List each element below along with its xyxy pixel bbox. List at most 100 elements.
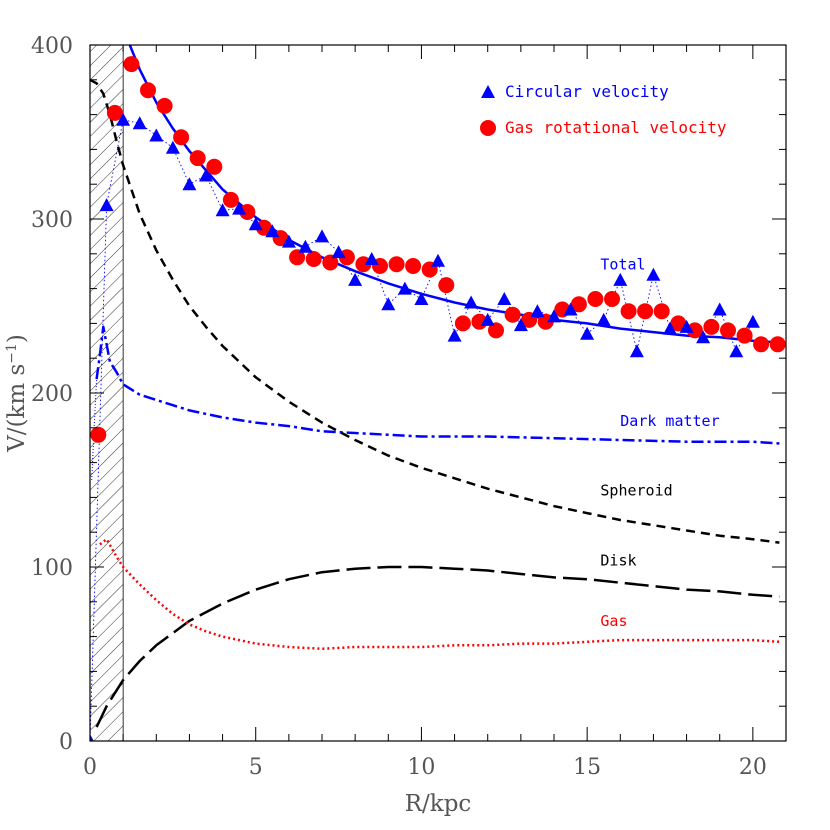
legend-triangle-marker xyxy=(481,85,495,98)
circular-velocity-point xyxy=(99,198,114,212)
x-tick-label: 20 xyxy=(739,755,767,780)
gas-velocity-point xyxy=(488,322,504,339)
gas-velocity-point xyxy=(256,219,272,236)
circular-velocity-point xyxy=(165,140,180,154)
circular-velocity-point xyxy=(712,302,727,316)
gas-velocity-point xyxy=(289,249,306,266)
y-tick-label: 200 xyxy=(31,382,73,407)
circular-velocity-point xyxy=(132,116,147,130)
circular-velocity-point xyxy=(199,168,213,182)
gas-velocity-point xyxy=(604,291,620,307)
circular-velocity-point xyxy=(663,321,677,335)
disk-curve xyxy=(95,565,780,728)
circular-velocity-point xyxy=(431,253,445,267)
circular-velocity-point xyxy=(381,297,396,311)
circular-velocity-point xyxy=(397,281,412,295)
gas-velocity-point xyxy=(736,327,753,344)
gas-velocity-point xyxy=(106,104,123,121)
gas-velocity-point xyxy=(173,129,190,146)
y-tick-label: 0 xyxy=(59,730,73,755)
circular-velocity-point xyxy=(547,309,561,323)
gas-velocity-point xyxy=(620,303,637,320)
spheroid-curve xyxy=(90,78,780,544)
curve-annotations: Total Dark matter Spheroid Disk Gas xyxy=(600,255,719,630)
y-tick-label: 300 xyxy=(31,208,73,233)
gas-velocity-point xyxy=(189,150,206,167)
model-curves xyxy=(90,45,780,728)
gas-curve xyxy=(99,537,780,651)
circular-velocity-point xyxy=(696,330,711,344)
gas-velocity-point xyxy=(504,306,521,323)
x-tick-label: 15 xyxy=(573,755,601,780)
circular-velocity-point xyxy=(348,272,363,286)
plot-frame xyxy=(89,44,787,742)
gas-velocity-point xyxy=(305,251,322,267)
gas-velocity-point xyxy=(222,191,239,208)
label-total: Total xyxy=(600,255,645,273)
circular-velocity-point xyxy=(298,239,313,253)
circular-velocity-point xyxy=(232,201,247,215)
circular-velocity-point xyxy=(629,344,644,358)
circular-velocity-point xyxy=(364,252,379,265)
y-axis-label-close: ) xyxy=(4,334,30,343)
circular-velocity-point xyxy=(414,292,429,305)
y-axis-label-exponent: −1 xyxy=(4,343,20,364)
gas-velocity-point xyxy=(703,318,720,335)
circular-velocity-point xyxy=(248,217,263,231)
circular-velocity-connector xyxy=(90,119,754,741)
gas-velocity-point xyxy=(123,56,140,73)
circular-velocity-point xyxy=(447,328,462,342)
circular-velocity-point xyxy=(613,272,628,286)
legend-circle-marker xyxy=(480,120,496,136)
x-tick-label: 0 xyxy=(83,755,97,780)
gas-velocity-point xyxy=(570,296,587,313)
gas-velocity-point xyxy=(670,315,687,332)
gas-velocity-point xyxy=(637,303,654,320)
label-gas: Gas xyxy=(600,612,627,630)
circular-velocity-point xyxy=(215,203,230,217)
axis-ticks xyxy=(89,44,787,742)
x-tick-label: 10 xyxy=(407,755,435,780)
circular-velocity-point xyxy=(315,229,329,243)
circular-velocity-point xyxy=(281,234,296,248)
gas-velocity-point xyxy=(206,158,223,175)
circular-velocity-point xyxy=(182,177,197,191)
gas-velocity-point xyxy=(90,426,107,443)
circular-velocity-point xyxy=(90,734,94,741)
gas-velocity-point xyxy=(322,254,339,271)
gas-velocity-point xyxy=(239,204,256,220)
circular-velocity-point xyxy=(116,112,131,126)
legend: Circular velocity Gas rotational velocit… xyxy=(480,82,727,137)
circular-velocity-point xyxy=(265,224,280,238)
legend-circular-velocity: Circular velocity xyxy=(505,82,669,101)
circular-velocity-point xyxy=(580,326,595,340)
gas-velocity-point xyxy=(769,336,786,353)
circular-velocity-point xyxy=(480,312,495,326)
circular-velocity-point xyxy=(530,304,545,318)
dark-matter-curve xyxy=(95,325,780,445)
circular-velocity-point xyxy=(513,318,528,332)
label-disk: Disk xyxy=(600,551,636,569)
circular-velocity-point xyxy=(149,128,164,142)
circular-velocity-point xyxy=(563,302,578,316)
circular-velocity-point xyxy=(331,245,346,259)
gas-velocity-point xyxy=(653,303,670,320)
dark-matter-curve-inner xyxy=(91,379,98,481)
gas-velocity-point xyxy=(140,82,156,99)
y-axis-label-main: V/(km s xyxy=(4,364,30,453)
circular-velocity-point xyxy=(679,319,694,333)
y-tick-label: 100 xyxy=(31,556,73,581)
gas-velocity-point xyxy=(438,277,455,294)
gas-velocity-point xyxy=(454,315,471,332)
gas-velocity-point xyxy=(587,291,604,307)
gas-velocity-point xyxy=(753,336,770,353)
y-axis-label: V/(km s−1) xyxy=(4,334,30,453)
gas-velocity-point xyxy=(720,322,736,339)
gas-velocity-point xyxy=(388,256,405,273)
gas-velocity-point xyxy=(405,258,422,274)
circular-velocity-point xyxy=(464,295,479,309)
x-tick-label: 5 xyxy=(249,755,263,780)
gas-velocity-point xyxy=(686,322,703,339)
